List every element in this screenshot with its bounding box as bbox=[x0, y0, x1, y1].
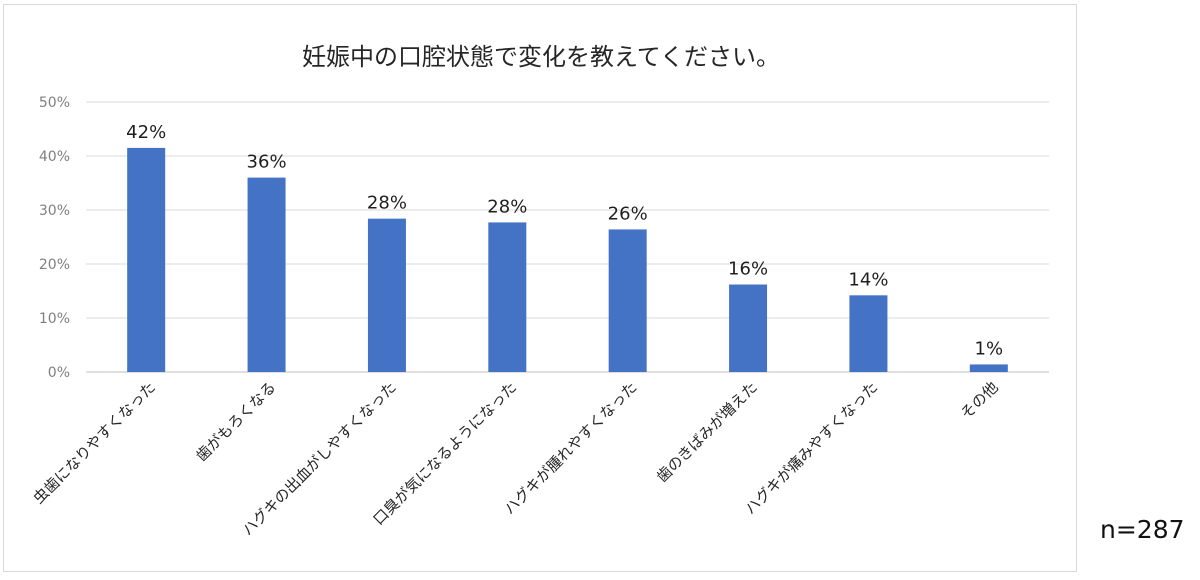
bar bbox=[247, 177, 286, 372]
category-label: 歯がもろくなる bbox=[192, 378, 279, 465]
bar bbox=[969, 364, 1008, 372]
bar bbox=[367, 218, 406, 372]
y-tick-label: 50% bbox=[39, 95, 70, 111]
category-label: ハグキが腫れやすくなった bbox=[500, 378, 640, 518]
sample-size-note: n=287 bbox=[1100, 515, 1185, 544]
bar-chart: 0% 10% 20% 30% 40% 50% 42% 虫歯になりやすくなった 36% 歯がもろくな… bbox=[30, 95, 1049, 539]
y-tick-label: 20% bbox=[39, 257, 70, 273]
data-label: 16% bbox=[728, 259, 768, 280]
bar bbox=[849, 295, 888, 372]
chart-frame: 妊娠中の口腔状態で変化を教えてください。 0% 10% 20% 30% 40% 50% 42… bbox=[3, 4, 1077, 572]
y-tick-label: 40% bbox=[39, 149, 70, 165]
data-label: 28% bbox=[367, 193, 407, 214]
data-label: 26% bbox=[608, 203, 648, 224]
bar bbox=[729, 284, 768, 372]
bar bbox=[127, 147, 166, 372]
category-label: 虫歯になりやすくなった bbox=[30, 378, 159, 507]
y-tick-label: 10% bbox=[39, 311, 70, 327]
bar bbox=[608, 229, 647, 372]
data-label: 28% bbox=[487, 196, 527, 217]
data-label: 14% bbox=[848, 269, 888, 290]
data-label: 1% bbox=[975, 338, 1004, 359]
category-label: 口臭が気になるようになった bbox=[370, 378, 521, 529]
category-label: 歯のきばみが増えた bbox=[653, 378, 761, 486]
category-label: ハグキが痛みやすくなった bbox=[741, 378, 881, 518]
data-label: 36% bbox=[247, 152, 287, 173]
category-label: その他 bbox=[957, 378, 1002, 423]
y-tick-label: 0% bbox=[48, 365, 70, 381]
chart-title: 妊娠中の口腔状態で変化を教えてください。 bbox=[301, 43, 781, 71]
data-label: 42% bbox=[126, 122, 166, 143]
y-tick-label: 30% bbox=[39, 203, 70, 219]
bar bbox=[488, 222, 527, 372]
